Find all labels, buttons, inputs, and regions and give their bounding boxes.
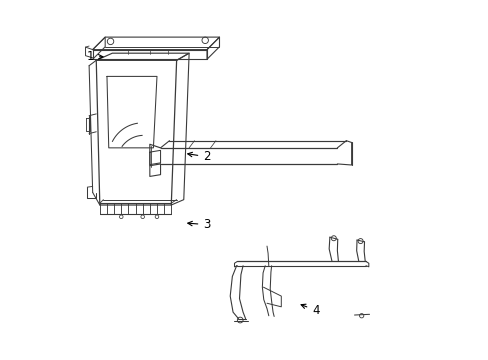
- Text: 1: 1: [86, 50, 103, 63]
- Text: 2: 2: [187, 150, 210, 163]
- Text: 3: 3: [187, 218, 210, 231]
- Text: 4: 4: [301, 304, 319, 317]
